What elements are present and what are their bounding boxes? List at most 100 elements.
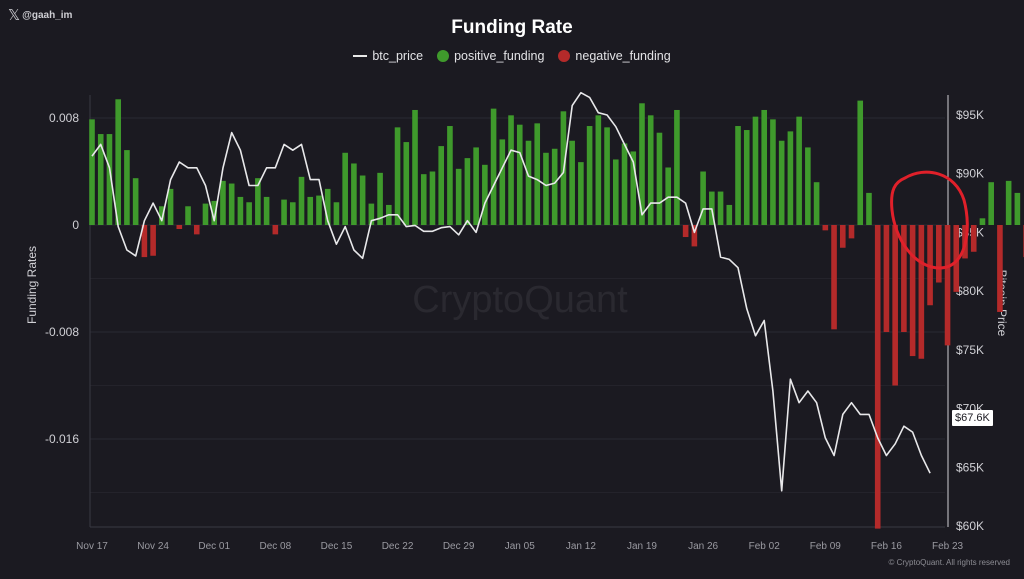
positive-funding-bar[interactable] xyxy=(359,175,366,225)
positive-funding-bar[interactable] xyxy=(717,191,724,225)
negative-funding-bar[interactable] xyxy=(141,225,148,258)
positive-funding-bar[interactable] xyxy=(106,134,113,225)
positive-funding-bar[interactable] xyxy=(857,100,864,225)
positive-funding-bar[interactable] xyxy=(333,202,340,225)
negative-funding-bar[interactable] xyxy=(883,225,890,332)
positive-funding-bar[interactable] xyxy=(263,196,270,225)
positive-funding-bar[interactable] xyxy=(394,127,401,225)
negative-funding-bar[interactable] xyxy=(848,225,855,239)
legend-item-btc-price[interactable]: btc_price xyxy=(353,49,423,63)
positive-funding-bar[interactable] xyxy=(246,202,252,225)
positive-funding-bar[interactable] xyxy=(569,140,575,225)
negative-funding-bar[interactable] xyxy=(150,225,156,256)
positive-funding-bar[interactable] xyxy=(228,183,235,225)
positive-funding-bar[interactable] xyxy=(586,126,593,225)
positive-funding-bar[interactable] xyxy=(979,218,986,225)
positive-funding-bar[interactable] xyxy=(743,130,750,225)
positive-funding-bar[interactable] xyxy=(813,182,820,225)
btc-price-line[interactable] xyxy=(91,91,931,492)
positive-funding-bar[interactable] xyxy=(604,127,610,225)
positive-funding-bar[interactable] xyxy=(89,119,95,225)
negative-funding-bar[interactable] xyxy=(822,225,829,231)
positive-funding-bar[interactable] xyxy=(289,202,296,225)
positive-funding-bar[interactable] xyxy=(307,196,314,225)
positive-funding-bar[interactable] xyxy=(665,167,671,225)
negative-funding-bar[interactable] xyxy=(953,225,960,292)
positive-funding-bar[interactable] xyxy=(578,162,584,225)
positive-funding-bar[interactable] xyxy=(447,126,453,225)
positive-funding-bar[interactable] xyxy=(595,115,602,225)
negative-funding-bar[interactable] xyxy=(997,225,1003,312)
positive-funding-bar[interactable] xyxy=(438,146,444,225)
positive-funding-bar[interactable] xyxy=(613,159,619,225)
positive-funding-bar[interactable] xyxy=(735,126,741,225)
positive-funding-bar[interactable] xyxy=(420,174,427,225)
positive-funding-bar[interactable] xyxy=(159,206,165,225)
positive-funding-bar[interactable] xyxy=(377,172,383,225)
positive-funding-bar[interactable] xyxy=(412,109,418,225)
positive-funding-bar[interactable] xyxy=(866,192,872,225)
positive-funding-bar[interactable] xyxy=(499,139,506,225)
negative-funding-bar[interactable] xyxy=(909,225,916,357)
positive-funding-bar[interactable] xyxy=(211,200,218,225)
positive-funding-bar[interactable] xyxy=(639,103,645,225)
positive-funding-bar[interactable] xyxy=(455,168,462,225)
legend-item-positive-funding[interactable]: positive_funding xyxy=(437,49,544,63)
positive-funding-bar[interactable] xyxy=(516,124,523,225)
negative-funding-bar[interactable] xyxy=(839,225,846,248)
positive-funding-bar[interactable] xyxy=(473,147,479,225)
positive-funding-bar[interactable] xyxy=(551,148,558,225)
positive-funding-bar[interactable] xyxy=(115,99,121,225)
negative-funding-bar[interactable] xyxy=(944,225,951,346)
positive-funding-bar[interactable] xyxy=(482,164,488,225)
positive-funding-bar[interactable] xyxy=(281,199,287,225)
negative-funding-bar[interactable] xyxy=(193,225,200,235)
positive-funding-bar[interactable] xyxy=(202,203,209,225)
positive-funding-bar[interactable] xyxy=(124,150,130,225)
negative-funding-bar[interactable] xyxy=(272,225,279,235)
positive-funding-bar[interactable] xyxy=(167,188,174,225)
positive-funding-bar[interactable] xyxy=(316,195,322,225)
negative-funding-bar[interactable] xyxy=(936,225,942,283)
positive-funding-bar[interactable] xyxy=(237,196,244,225)
positive-funding-bar[interactable] xyxy=(490,108,497,225)
positive-funding-bar[interactable] xyxy=(132,178,139,225)
positive-funding-bar[interactable] xyxy=(726,204,733,225)
positive-funding-bar[interactable] xyxy=(525,140,532,225)
negative-funding-bar[interactable] xyxy=(682,225,689,238)
positive-funding-bar[interactable] xyxy=(796,116,802,225)
positive-funding-bar[interactable] xyxy=(403,142,410,225)
positive-funding-bar[interactable] xyxy=(752,116,759,225)
negative-funding-bar[interactable] xyxy=(831,225,837,330)
positive-funding-bar[interactable] xyxy=(342,152,348,225)
positive-funding-bar[interactable] xyxy=(255,178,261,225)
positive-funding-bar[interactable] xyxy=(534,123,541,225)
negative-funding-bar[interactable] xyxy=(892,225,898,386)
positive-funding-bar[interactable] xyxy=(97,134,104,225)
negative-funding-bar[interactable] xyxy=(691,225,698,247)
positive-funding-bar[interactable] xyxy=(464,158,471,225)
positive-funding-bar[interactable] xyxy=(700,171,706,226)
negative-funding-bar[interactable] xyxy=(970,225,977,252)
positive-funding-bar[interactable] xyxy=(647,115,654,225)
positive-funding-bar[interactable] xyxy=(429,171,436,226)
positive-funding-bar[interactable] xyxy=(543,152,549,225)
positive-funding-bar[interactable] xyxy=(630,151,637,225)
negative-funding-bar[interactable] xyxy=(901,225,907,332)
positive-funding-bar[interactable] xyxy=(368,203,375,225)
negative-funding-bar[interactable] xyxy=(874,225,881,529)
positive-funding-bar[interactable] xyxy=(787,131,794,225)
positive-funding-bar[interactable] xyxy=(508,115,514,225)
positive-funding-bar[interactable] xyxy=(220,180,226,225)
positive-funding-bar[interactable] xyxy=(778,140,785,225)
positive-funding-bar[interactable] xyxy=(770,119,776,225)
positive-funding-bar[interactable] xyxy=(351,163,357,225)
positive-funding-bar[interactable] xyxy=(324,188,331,225)
positive-funding-bar[interactable] xyxy=(805,147,811,225)
positive-funding-bar[interactable] xyxy=(298,176,305,225)
positive-funding-bar[interactable] xyxy=(185,206,191,225)
positive-funding-bar[interactable] xyxy=(988,182,994,225)
positive-funding-bar[interactable] xyxy=(656,132,663,225)
negative-funding-bar[interactable] xyxy=(176,225,183,230)
negative-funding-bar[interactable] xyxy=(918,225,925,359)
